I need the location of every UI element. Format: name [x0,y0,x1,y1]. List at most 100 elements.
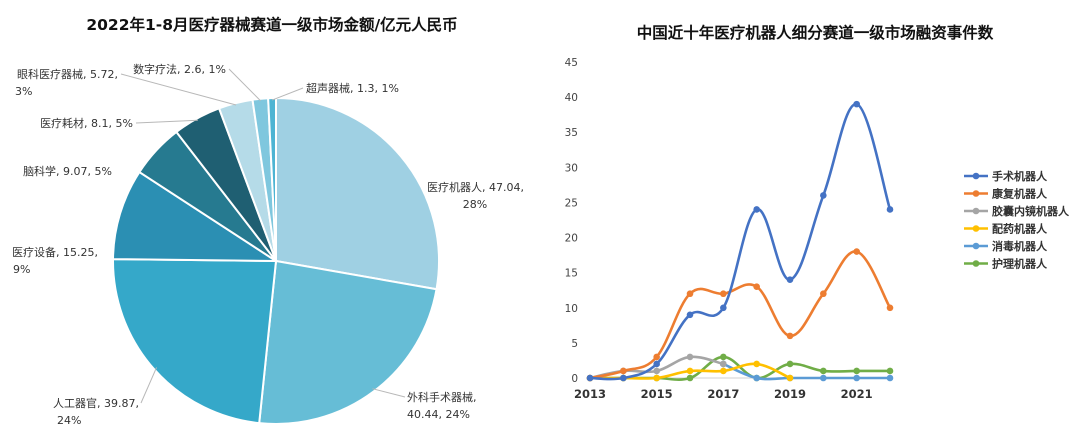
y-tick-label: 35 [565,127,578,139]
x-tick-label: 2013 [574,387,606,401]
legend-label: 胶囊内镜机器人 [992,204,1070,218]
pie-slice-label-line2: 28% [463,198,487,211]
data-point [753,374,760,382]
data-point [720,290,727,298]
data-point [753,206,760,213]
data-point [820,290,827,298]
data-point [686,311,694,319]
pie-slice-label-line2: 9% [13,263,30,276]
pie-leader-line [372,388,406,398]
data-point [853,100,860,108]
pie-chart: 2022年1-8月医疗器械赛道一级市场金额/亿元人民币 医疗机器人, 47.04… [12,15,524,427]
data-point [720,367,727,375]
legend-item: 胶囊内镜机器人 [964,204,1070,218]
data-point [720,360,727,368]
pie-slice-label: 医疗设备, 15.25, [12,245,98,259]
data-point [686,290,694,298]
legend-swatch-marker [972,172,980,180]
line-chart-title: 中国近十年医疗机器人细分赛道一级市场融资事件数 [637,23,994,42]
series-手术机器人 [586,100,894,382]
y-tick-label: 25 [565,197,578,209]
legend-swatch-marker [972,242,980,250]
y-tick-label: 15 [565,268,578,280]
pie-slice-label: 眼科医疗器械, 5.72, [17,67,118,81]
pie-slice-label: 超声器械, 1.3, 1% [306,81,399,95]
y-tick-label: 10 [565,303,578,315]
data-point [820,367,827,375]
series-line [588,250,892,380]
pie-leader-line [140,367,158,404]
line-chart-axes: 0 5 10 15 20 25 30 35 40 45 2013 2015 2017 2019 2021 [565,57,890,401]
data-point [886,367,894,375]
data-point [786,374,794,382]
pie-leader-lines [120,68,406,404]
pie-slice-label: 医疗耗材, 8.1, 5% [40,116,133,130]
data-point [853,367,860,375]
pie-chart-title: 2022年1-8月医疗器械赛道一级市场金额/亿元人民币 [86,15,457,34]
pie-slice [111,170,280,263]
data-point [786,276,794,283]
data-point [653,353,660,361]
y-tick-label: 30 [565,162,578,174]
data-point [820,192,827,199]
series-康复机器人 [586,248,894,382]
legend-label: 消毒机器人 [992,239,1048,253]
data-point [886,206,894,213]
pie-slice [275,96,440,291]
pie-slice-label: 数字疗法, 2.6, 1% [133,62,226,76]
data-point [653,367,660,375]
legend-swatch-marker [972,225,980,232]
pie-slice-label: 外科手术器械, [407,390,477,404]
data-point [786,332,794,340]
data-point [653,360,660,368]
x-tick-label: 2015 [641,387,673,401]
pie-slice-label-line2: 24% [57,414,81,427]
y-tick-label: 5 [571,338,578,350]
legend-label: 康复机器人 [992,187,1048,201]
y-tick-label: 20 [565,233,578,245]
data-point [686,367,694,375]
pie-labels: 医疗机器人, 47.04, 28% 外科手术器械, 40.44, 24% 人工器官, 3… [12,62,524,427]
pie-slice [112,258,278,425]
x-tick-label: 2017 [707,387,739,401]
pie-leader-line [228,68,261,102]
data-point [886,304,894,312]
data-point [620,367,627,375]
pie-slice-label-line2: 3% [15,85,32,98]
data-point [686,374,694,382]
pie-slice-label-line2: 40.44, 24% [407,408,470,421]
x-tick-label: 2021 [841,387,873,401]
legend-label: 护理机器人 [992,257,1048,271]
legend-label: 配药机器人 [992,222,1048,236]
y-tick-label: 40 [565,92,578,104]
data-point [720,304,727,312]
data-point [853,248,860,255]
legend-item: 康复机器人 [964,187,1048,201]
legend-swatch-marker [972,190,980,197]
data-point [753,360,760,368]
pie-slice-label: 医疗机器人, 47.04, [427,180,524,194]
data-point [620,374,627,382]
x-tick-label: 2019 [774,387,806,401]
data-point [820,374,827,382]
data-point [586,374,594,382]
pie-slices [111,96,440,425]
data-point [853,374,860,382]
pie-leader-line [271,87,304,101]
data-point [720,353,727,361]
legend-item: 手术机器人 [964,169,1048,183]
pie-slice-label: 脑科学, 9.07, 5% [23,164,112,178]
data-point [753,283,760,291]
legend-swatch-marker [972,207,980,215]
pie-leader-line [135,119,198,124]
legend-item: 护理机器人 [964,257,1048,271]
pie-slice-label: 人工器官, 39.87, [53,396,139,410]
y-tick-label: 45 [565,57,578,69]
pie-leader-line [120,73,237,106]
y-tick-label: 0 [571,373,578,385]
data-point [686,353,694,361]
line-chart: 中国近十年医疗机器人细分赛道一级市场融资事件数 0 5 10 15 20 25 30 35 40… [565,23,1070,401]
legend-item: 消毒机器人 [964,239,1048,253]
data-point [653,374,660,382]
